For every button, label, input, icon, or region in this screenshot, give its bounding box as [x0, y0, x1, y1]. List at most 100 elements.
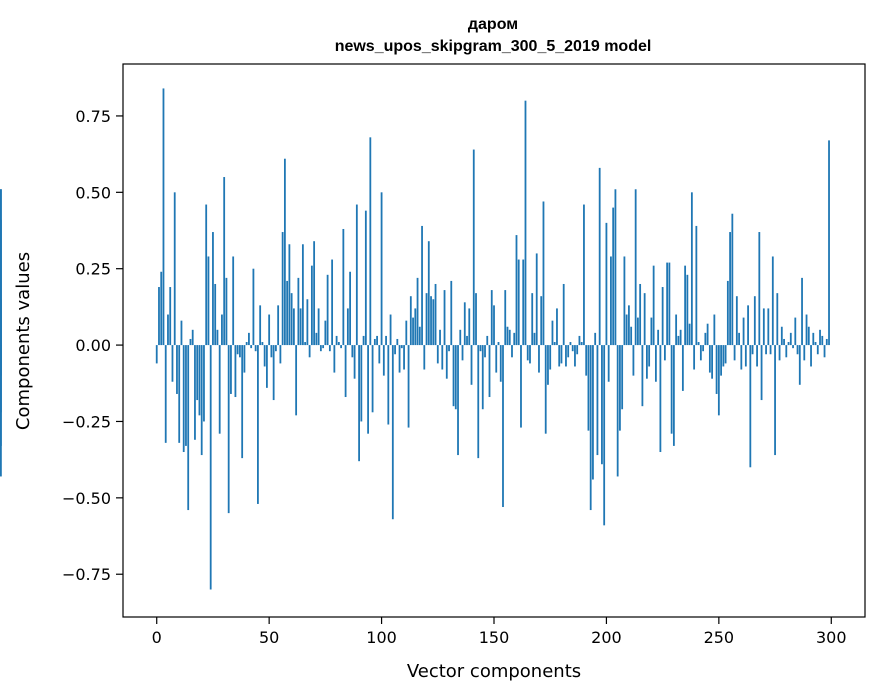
bar: [434, 283, 437, 346]
bar: [565, 345, 567, 367]
bar: [409, 296, 412, 346]
bar: [520, 345, 522, 428]
bar: [164, 345, 167, 443]
bar: [355, 204, 358, 346]
bar: [753, 296, 756, 346]
bar: [681, 345, 684, 391]
bar: [481, 345, 484, 410]
bar: [720, 345, 722, 376]
bar: [299, 308, 302, 346]
bar: [526, 345, 529, 361]
bar: [632, 345, 635, 376]
bar: [367, 345, 369, 434]
bar: [344, 345, 347, 398]
bar: [486, 335, 489, 346]
bar: [295, 345, 298, 416]
bar: [167, 314, 169, 346]
bar: [807, 326, 810, 346]
bar: [398, 345, 401, 373]
bar: [594, 332, 597, 346]
bar: [241, 345, 244, 459]
bar: [288, 244, 291, 346]
bar: [740, 345, 743, 370]
bar: [394, 345, 396, 355]
bar: [542, 201, 545, 346]
bar: [774, 345, 776, 456]
bar: [538, 345, 540, 373]
bar: [182, 345, 185, 453]
bar: [445, 345, 448, 379]
bar: [432, 299, 435, 346]
bar: [798, 345, 801, 385]
bar: [158, 287, 160, 346]
bar: [200, 345, 203, 456]
bar: [628, 305, 630, 346]
x-tick-label: 200: [591, 628, 622, 647]
bar: [454, 345, 457, 410]
bar: [457, 345, 459, 456]
bar: [176, 345, 178, 394]
bar: [484, 345, 486, 358]
bar: [239, 345, 241, 358]
bar: [214, 283, 217, 346]
bar: [686, 274, 689, 346]
bar: [670, 345, 673, 434]
chart-title: даром: [468, 16, 518, 33]
bar: [771, 256, 774, 346]
bar: [301, 244, 304, 346]
bar: [160, 271, 163, 346]
bar: [319, 345, 322, 352]
bar: [531, 293, 534, 346]
bar: [778, 345, 781, 361]
bar: [306, 299, 309, 346]
bar: [283, 158, 286, 346]
bar: [400, 345, 403, 349]
bar: [155, 345, 158, 364]
bar: [362, 335, 365, 346]
bar: [643, 293, 646, 346]
bar: [650, 317, 653, 346]
bar: [263, 345, 266, 367]
bar: [385, 335, 387, 346]
bar: [376, 335, 378, 346]
bar: [391, 345, 394, 520]
bar: [695, 225, 698, 346]
bar: [522, 259, 525, 346]
bar: [337, 342, 340, 346]
bar: [349, 271, 351, 346]
bar: [198, 345, 201, 416]
bar: [304, 342, 307, 346]
bar: [738, 332, 740, 346]
bar: [387, 345, 390, 425]
bar: [358, 345, 360, 462]
y-tick-label: 0.75: [75, 107, 111, 126]
x-tick-label: 100: [366, 628, 397, 647]
bar: [230, 345, 232, 394]
bar: [463, 302, 466, 346]
y-tick-label: −0.25: [62, 412, 111, 431]
bar: [506, 326, 509, 346]
bar: [821, 335, 824, 346]
bar: [787, 342, 790, 346]
bar: [328, 345, 331, 352]
bar: [571, 345, 574, 352]
bar: [310, 265, 313, 346]
bar: [605, 222, 608, 346]
bar: [248, 332, 250, 346]
bar: [646, 345, 648, 379]
x-axis-ticks: 0 50 100 150 200 250 300: [152, 617, 847, 647]
bar: [776, 293, 779, 346]
bar: [277, 305, 280, 346]
bar: [744, 345, 747, 367]
bar: [335, 335, 338, 346]
bar: [690, 192, 693, 346]
bar: [216, 329, 219, 346]
bar: [421, 225, 423, 346]
bar: [661, 287, 664, 346]
bar: [693, 345, 696, 370]
bar: [511, 345, 513, 358]
bar: [270, 345, 273, 358]
bar: [724, 345, 727, 364]
bar: [540, 296, 543, 346]
bar: [614, 189, 617, 346]
